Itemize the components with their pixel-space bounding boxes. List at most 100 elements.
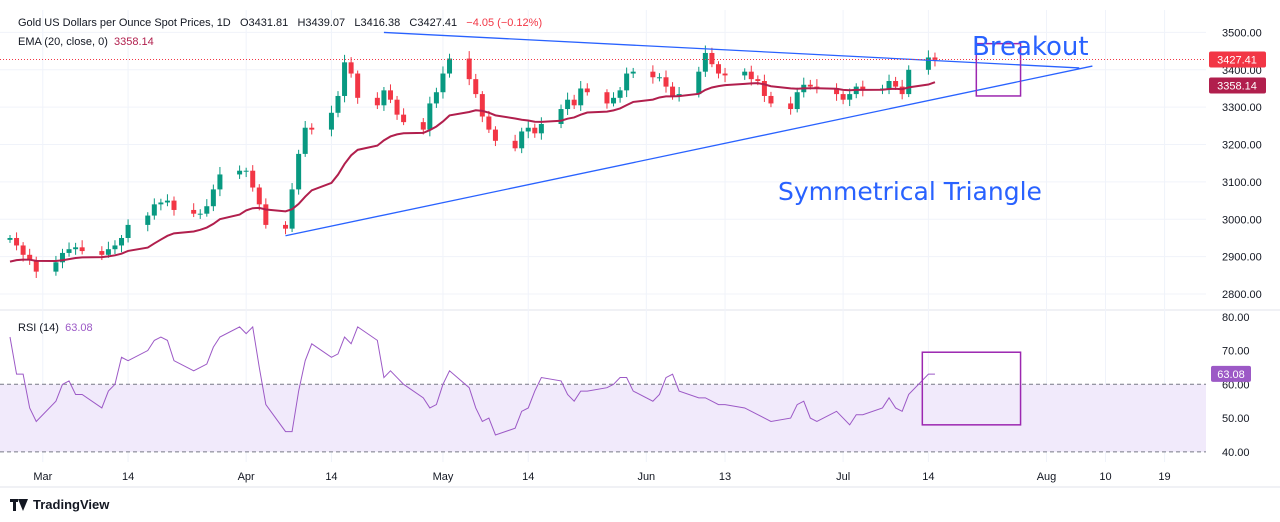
candle-body <box>250 170 256 188</box>
candle-body <box>571 99 577 106</box>
candle-body <box>466 58 472 80</box>
candle-body <box>624 73 630 91</box>
candle-body <box>20 245 26 255</box>
candle-body <box>670 86 676 96</box>
price-tick-label: 3500.00 <box>1222 27 1262 39</box>
candle-body <box>256 187 262 205</box>
candle-body <box>558 109 564 124</box>
candle-body <box>283 224 289 229</box>
rsi-last-tag <box>1211 365 1251 382</box>
candle-body <box>237 170 243 175</box>
price-tick-label: 3200.00 <box>1222 140 1262 152</box>
candle-body <box>440 73 446 93</box>
symbol-header: Gold US Dollars per Ounce Spot Prices, 1… <box>18 17 542 29</box>
candle-body <box>715 64 721 74</box>
candle-body <box>53 262 59 272</box>
candle-body <box>27 254 33 261</box>
upper-trendline <box>383 31 1080 69</box>
breakout-annotation: Breakout <box>972 32 1089 62</box>
candle-body <box>335 95 341 113</box>
x-tick-label: Jun <box>637 471 655 483</box>
candle-body <box>197 213 203 215</box>
rsi-label: RSI (14) <box>18 322 59 334</box>
candle-body <box>381 90 387 106</box>
candle-body <box>204 206 210 214</box>
x-tick-label: 14 <box>922 471 934 483</box>
candle-body <box>171 200 177 210</box>
candle-body <box>696 71 702 95</box>
x-tick-label: 14 <box>325 471 337 483</box>
candle-body <box>7 237 13 240</box>
candle-body <box>676 94 682 96</box>
ema-legend: EMA (20, close, 0) 3358.14 <box>18 36 154 48</box>
candle-body <box>217 174 223 190</box>
rsi-band <box>0 384 1206 452</box>
rsi-tick-label: 80.00 <box>1222 312 1250 324</box>
candle-body <box>604 92 610 104</box>
candle-body <box>125 224 131 238</box>
candle-body <box>794 92 800 110</box>
candle-body <box>164 200 170 203</box>
rsi-tick-label: 50.00 <box>1222 413 1250 425</box>
symbol-title: Gold US Dollars per Ounce Spot Prices, 1… <box>18 17 231 29</box>
x-tick-label: Jul <box>836 471 850 483</box>
candle-body <box>630 71 636 74</box>
lower-trendline <box>285 65 1093 237</box>
open-label: O <box>239 17 249 29</box>
rsi-value: 63.08 <box>65 322 93 334</box>
rsi-tick-label: 70.00 <box>1222 346 1250 358</box>
candle-body <box>486 116 492 130</box>
candle-body <box>807 84 813 87</box>
candle-body <box>342 62 348 96</box>
candle-body <box>210 189 216 207</box>
candle-body <box>584 88 590 93</box>
candle-body <box>401 114 407 123</box>
rsi-last-text: 63.08 <box>1217 369 1245 381</box>
candle-body <box>748 71 754 80</box>
x-tick-label: 14 <box>122 471 134 483</box>
change-value: −4.05 (−0.12%) <box>466 17 543 29</box>
low-label: L <box>354 17 361 29</box>
candle-body <box>761 81 767 96</box>
candle-body <box>66 249 72 253</box>
candle-body <box>145 215 151 225</box>
tradingview-logo[interactable]: TradingView <box>10 497 109 512</box>
candle-body <box>387 90 393 100</box>
candle-body <box>33 260 39 272</box>
x-tick-label: Apr <box>238 471 255 483</box>
candle-body <box>191 209 197 214</box>
candle-body <box>105 249 111 255</box>
candle-body <box>420 122 426 130</box>
x-tick-label: 14 <box>522 471 534 483</box>
candle-body <box>447 58 453 74</box>
ema-value: 3358.14 <box>114 36 154 48</box>
candle-body <box>742 71 748 76</box>
candle-body <box>702 52 708 72</box>
candle-body <box>302 127 308 154</box>
high-label: H <box>297 17 306 29</box>
brand-name: TradingView <box>33 497 110 512</box>
close-value: 3427.41 <box>417 17 458 29</box>
candle-body <box>847 94 853 100</box>
candle-body <box>860 86 866 91</box>
price-tick-label: 2800.00 <box>1222 289 1262 301</box>
candle-body <box>565 99 571 110</box>
candle-body <box>899 86 905 95</box>
ema-price-text: 3358.14 <box>1217 80 1257 92</box>
x-tick-label: 10 <box>1099 471 1111 483</box>
candle-body <box>243 170 249 172</box>
ema-line <box>9 81 936 263</box>
candle-body <box>99 251 105 255</box>
x-tick-label: 13 <box>719 471 731 483</box>
triangle-annotation: Symmetrical Triangle <box>778 177 1042 206</box>
candle-body <box>886 81 892 89</box>
candle-body <box>512 140 518 149</box>
x-tick-label: Aug <box>1037 471 1057 483</box>
candle-body <box>263 204 269 225</box>
candle-body <box>840 94 846 100</box>
candle-body <box>925 57 931 70</box>
candle-body <box>374 97 380 106</box>
price-tick-label: 3400.00 <box>1222 65 1262 77</box>
